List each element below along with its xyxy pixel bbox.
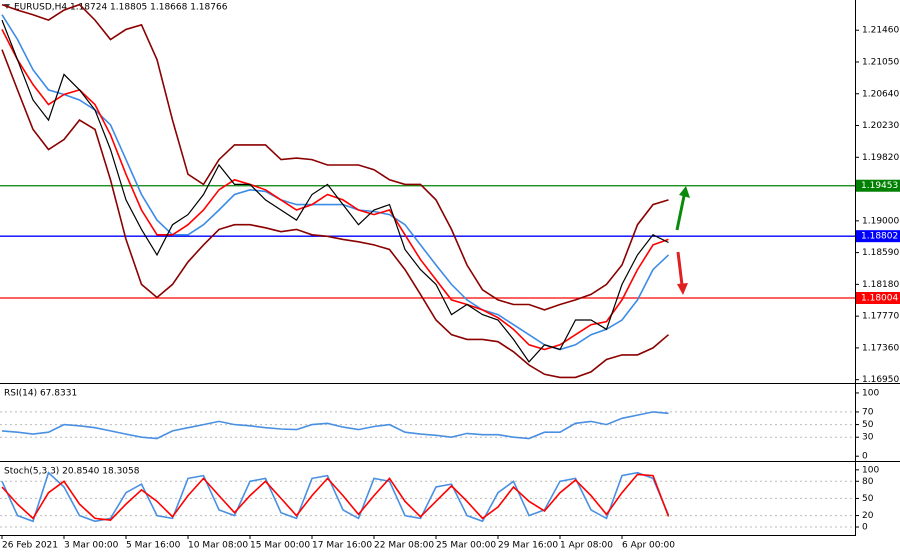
x-tick-label: 29 Mar 16:00 [498,541,558,551]
rsi-title: RSI(14) 67.8331 [4,389,77,399]
y-tick-label: 1.17770 [862,312,899,322]
y-tick-label: 20 [862,511,874,521]
arrow-up [675,186,690,231]
y-tick-label: 0 [862,523,868,533]
price-level-label: 1.19453 [861,181,898,191]
x-tick-label: 3 Mar 00:00 [64,541,119,551]
x-tick-label: 25 Mar 00:00 [436,541,496,551]
x-tick-label: 10 Mar 08:00 [188,541,248,551]
y-tick-label: 1.20230 [862,121,899,131]
x-tick-label: 5 Mar 16:00 [126,541,181,551]
y-tick-label: 1.21050 [862,57,899,67]
y-tick-label: 1.18180 [862,280,899,290]
y-tick-label: 1.18590 [862,248,899,258]
series-line [1,49,670,379]
y-tick-label: 1.20640 [862,89,899,99]
price-level-tag [856,179,900,192]
series-line [1,471,670,523]
y-tick-label: 1.17360 [862,343,899,353]
x-tick-label: 17 Mar 16:00 [312,541,372,551]
y-tick-label: 100 [862,465,879,475]
y-tick-label: 70 [862,407,874,417]
series-line [1,3,669,311]
price-level-tag [856,292,900,305]
y-tick-label: 1.21460 [862,26,899,36]
stoch-title: Stoch(5,3,3) 20.8540 18.3058 [4,467,140,477]
x-tick-label: 1 Apr 08:00 [560,541,613,551]
price-level-label: 1.18004 [861,294,898,304]
y-tick-label: 1.19820 [862,153,899,163]
y-tick-label: 30 [862,433,874,443]
series-line [1,411,669,440]
series-line [1,19,669,363]
x-tick-label: 6 Apr 00:00 [622,541,675,551]
x-tick-label: 22 Mar 08:00 [374,541,434,551]
price-level-label: 1.18802 [861,232,898,242]
y-tick-label: 80 [862,477,874,487]
y-tick-label: 1.16950 [862,375,899,385]
y-tick-label: 50 [862,494,874,504]
y-tick-label: 100 [862,388,879,398]
x-tick-label: 26 Feb 2021 [2,541,58,551]
arrow-down [676,251,688,295]
y-tick-label: 1.19000 [862,216,899,226]
series-line [1,473,670,521]
y-tick-label: 50 [862,420,874,430]
x-tick-label: 15 Mar 00:00 [250,541,310,551]
series-line [1,29,669,351]
price-level-tag [856,230,900,243]
y-tick-label: 0 [862,452,868,462]
chart-header: EURUSD,H4 1.18724 1.18805 1.18668 1.1876… [14,3,228,13]
